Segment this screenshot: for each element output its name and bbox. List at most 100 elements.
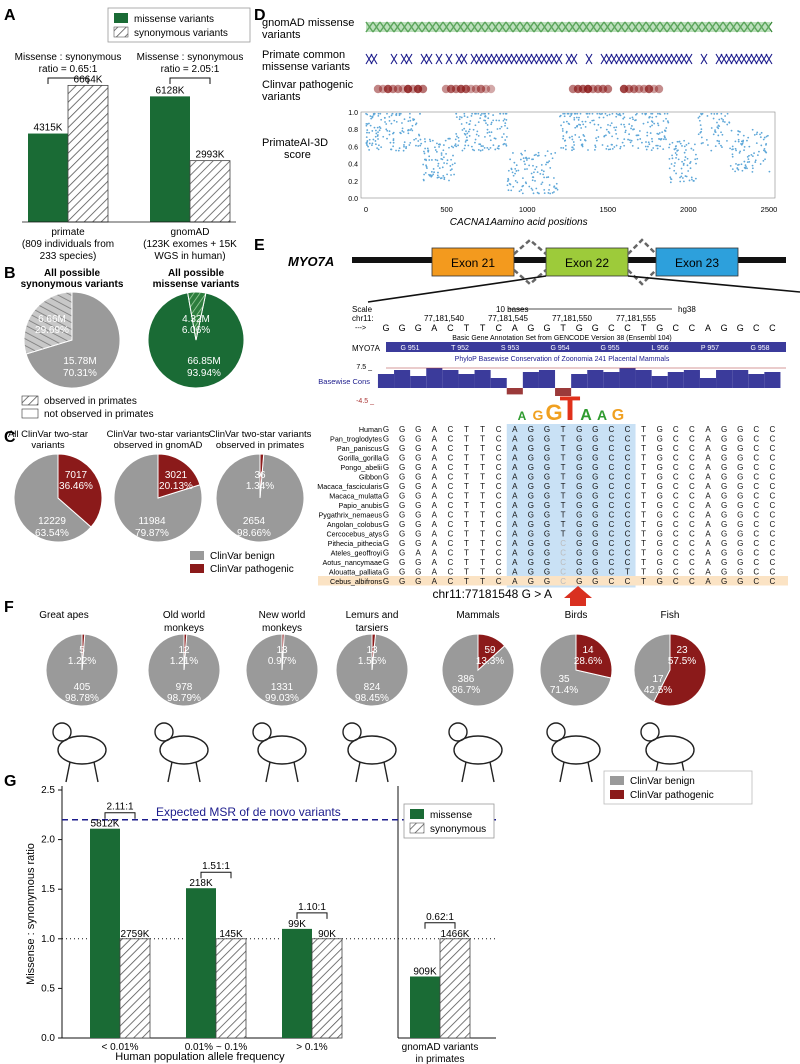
score-dot (611, 112, 614, 115)
score-dot (374, 140, 377, 142)
align-base: T (480, 577, 485, 586)
score-dot (472, 128, 475, 131)
align-base: C (753, 492, 759, 501)
score-dot (748, 145, 751, 148)
score-dot (741, 169, 744, 172)
align-base: C (689, 568, 695, 577)
align-base: T (561, 473, 566, 482)
primate-mark (520, 53, 528, 65)
score-dot (442, 149, 445, 152)
cons-bar (764, 372, 781, 388)
score-dot (446, 162, 448, 165)
score-dot (661, 131, 664, 133)
score-dot (547, 192, 550, 194)
align-base: C (496, 482, 502, 491)
primate-mark (505, 53, 513, 65)
score-dot (432, 168, 435, 170)
align-base: G (399, 558, 405, 567)
align-base: A (512, 463, 518, 472)
score-dot (500, 125, 503, 128)
align-base: C (753, 425, 759, 434)
align-base: C (770, 558, 776, 567)
align-base: G (576, 425, 582, 434)
animal-head (52, 722, 72, 742)
score-dot (366, 129, 369, 131)
score-dot (466, 132, 469, 135)
pie-c-title-1-1: observed in gnomAD (114, 440, 203, 451)
f-path-pct-2: 0.97% (268, 656, 296, 667)
score-dot (415, 144, 417, 147)
score-dot (615, 126, 618, 129)
score-dot (594, 148, 596, 151)
ratio-line2-0: ratio = 0.65:1 (39, 64, 98, 75)
score-dot (624, 131, 627, 134)
score-dot (455, 116, 458, 119)
ref-base-6: T (480, 323, 486, 333)
score-dot (551, 191, 554, 194)
position-2: 77,181,550 (552, 314, 593, 323)
score-dot (638, 130, 641, 132)
align-base: G (721, 454, 727, 463)
align-base: G (544, 454, 550, 463)
align-base: G (383, 577, 389, 586)
ref-base-23: C (753, 323, 760, 333)
score-dot (540, 183, 543, 185)
align-base: C (673, 530, 679, 539)
score-dot (576, 124, 579, 127)
align-base: T (561, 444, 566, 453)
score-dot (685, 175, 688, 178)
score-dot (377, 144, 380, 147)
score-dot (428, 138, 431, 141)
align-base: G (383, 520, 389, 529)
gene-axis-label-rest: amino acid positions (497, 217, 588, 228)
primate-mark (405, 53, 413, 65)
cons-top-label: 7.5 _ (356, 364, 372, 371)
score-dot (747, 136, 750, 139)
align-base: G (528, 482, 534, 491)
align-base: G (576, 539, 582, 548)
align-base: T (480, 473, 485, 482)
score-dot (565, 130, 568, 133)
score-dot (628, 139, 631, 142)
align-base: G (721, 539, 727, 548)
score-dot (367, 145, 369, 148)
g-bar-missense-2 (282, 928, 312, 1038)
pie-c-benign-count-2: 2654 (243, 516, 266, 527)
score-dot (710, 149, 713, 152)
score-dot (561, 127, 564, 130)
score-dot (738, 151, 741, 154)
align-base: G (528, 520, 534, 529)
score-dot (535, 166, 538, 168)
align-base: T (464, 511, 469, 520)
score-dot (563, 115, 566, 118)
score-dot (674, 152, 677, 154)
score-dot (658, 132, 661, 134)
score-dot (427, 149, 429, 152)
score-dot (514, 179, 517, 182)
g-label-synonymous-1: 145K (219, 929, 243, 940)
score-dot (665, 127, 668, 129)
align-base: T (480, 435, 485, 444)
score-dot (504, 124, 506, 127)
align-base: G (721, 558, 727, 567)
align-base: C (673, 558, 679, 567)
g-legend-missense: missense (430, 810, 473, 821)
score-dot (651, 112, 654, 115)
species-1: Pan_troglodytes (330, 435, 382, 444)
score-dot (536, 191, 539, 194)
align-base: G (576, 492, 582, 501)
f-title-1-1: monkeys (164, 623, 204, 634)
score-dot (494, 137, 497, 140)
g-label-synonymous-0: 2759K (121, 929, 150, 940)
f-benign-count-0: 405 (74, 682, 91, 693)
align-base: G (592, 568, 598, 577)
align-base: C (496, 425, 502, 434)
exon-box-1 (545, 247, 629, 277)
pie-b-title-0-0: All possible (44, 268, 101, 279)
score-dot (670, 163, 673, 165)
score-dot (375, 129, 377, 132)
align-base: C (560, 558, 566, 567)
score-dot (377, 112, 380, 115)
align-base: C (448, 530, 454, 539)
align-base: C (496, 539, 502, 548)
